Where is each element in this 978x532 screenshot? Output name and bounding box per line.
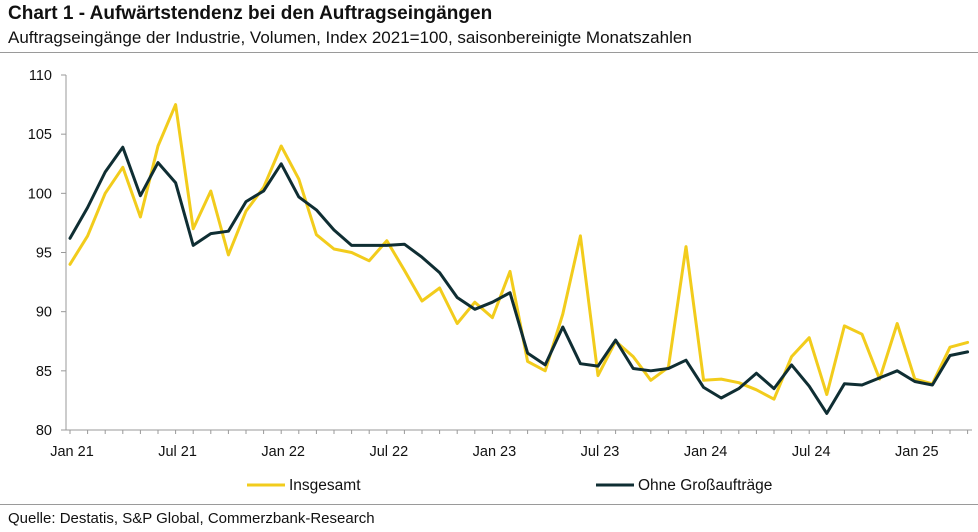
x-tick-label: Jan 23 [473, 444, 517, 460]
chart-legend: Insgesamt Ohne Großaufträge [247, 477, 772, 494]
x-tick-label: Jan 24 [684, 444, 728, 460]
chart-title: Chart 1 - Aufwärtstendenz bei den Auftra… [8, 3, 493, 24]
x-tick-label: Jul 24 [792, 444, 831, 460]
line-chart: 80 85 90 95 100 105 110 Jan 21 Jul 21 Jan 22 Jul 2… [28, 68, 972, 494]
legend-label: Insgesamt [289, 477, 361, 494]
source-note: Quelle: Destatis, S&P Global, Commerzban… [8, 510, 375, 527]
header-divider [0, 52, 978, 53]
y-tick-label: 90 [36, 305, 52, 321]
y-tick-label: 95 [36, 246, 52, 262]
x-tick-label: Jan 21 [50, 444, 94, 460]
x-tick-label: Jan 25 [895, 444, 939, 460]
y-tick-label: 100 [28, 186, 52, 202]
legend-label: Ohne Großaufträge [638, 477, 772, 494]
y-tick-label: 105 [28, 127, 52, 143]
x-tick-label: Jul 23 [581, 444, 620, 460]
chart-series [68, 103, 970, 415]
x-tick-label: Jan 22 [261, 444, 305, 460]
y-tick-label: 80 [36, 423, 52, 439]
y-tick-label: 85 [36, 364, 52, 380]
series-line-ohne-grossauftraege [68, 145, 970, 415]
x-tick-label: Jul 21 [158, 444, 197, 460]
y-tick-label: 110 [29, 68, 52, 84]
footer-divider [0, 504, 978, 505]
series-line-insgesamt [68, 103, 970, 401]
chart-axes: 80 85 90 95 100 105 110 Jan 21 Jul 21 Jan 22 Jul 2… [28, 68, 972, 460]
x-tick-label: Jul 22 [369, 444, 408, 460]
chart-subtitle: Auftragseingänge der Industrie, Volumen,… [8, 28, 692, 47]
